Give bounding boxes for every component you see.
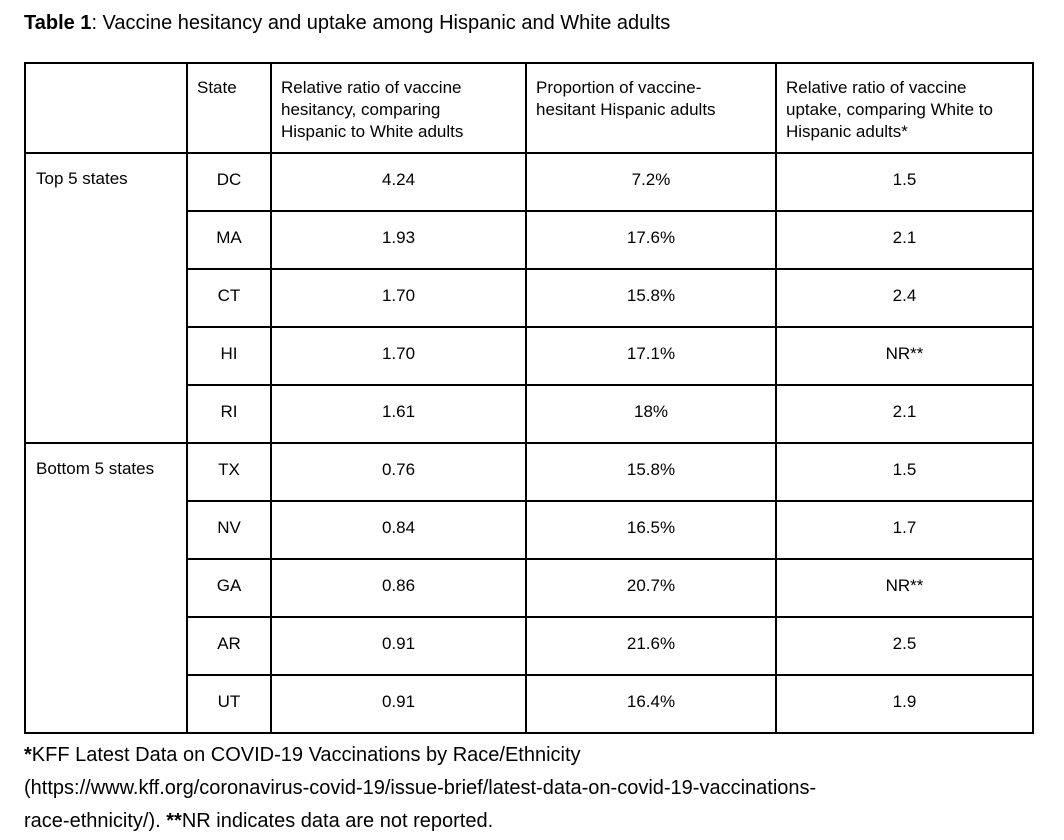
cell-state: HI [186,326,272,386]
cell-proportion: 16.5% [525,500,777,560]
table-row: Top 5 states DC 4.24 7.2% 1.5 [24,152,1034,444]
footnote-double-asterisk: ** [166,810,182,832]
header-hesitant-proportion: Proportion of vaccine-hesitant Hispanic … [525,62,777,154]
footnote-url-tail: race-ethnicity/). [24,810,167,832]
cell-uptake: 2.5 [775,616,1034,676]
cell-hesitancy: 0.84 [270,500,527,560]
cell-hesitancy: 4.24 [270,152,527,212]
cell-state: TX [186,442,272,502]
header-state: State [186,62,272,154]
cell-uptake: 1.7 [775,500,1034,560]
table-row: RI 1.61 18% 2.1 [25,384,1034,444]
footnote-nr-text: NR indicates data are not reported. [181,810,494,832]
footnote-asterisk: * [24,744,32,766]
footnote-line-nr: race-ethnicity/). **NR indicates data ar… [24,805,1032,838]
header-hesitancy-ratio: Relative ratio of vaccine hesitancy, com… [270,62,527,154]
cell-state: RI [186,384,272,444]
cell-hesitancy: 1.70 [270,326,527,386]
cell-uptake: 2.1 [775,384,1034,444]
cell-hesitancy: 1.93 [270,210,527,270]
cell-uptake: 2.1 [775,210,1034,270]
cell-hesitancy: 1.61 [270,384,527,444]
cell-uptake: 1.5 [775,442,1034,502]
cell-proportion: 17.1% [525,326,777,386]
cell-state: GA [186,558,272,618]
cell-uptake: NR** [775,326,1034,386]
cell-uptake: NR** [775,558,1034,618]
cell-state: MA [186,210,272,270]
cell-proportion: 16.4% [525,674,777,734]
header-uptake-ratio: Relative ratio of vaccine uptake, compar… [775,62,1034,154]
footnote-source-text: KFF Latest Data on COVID-19 Vaccinations… [31,744,581,766]
cell-state: NV [186,500,272,560]
group-label-bottom5: Bottom 5 states [24,442,188,734]
cell-hesitancy: 0.91 [270,616,527,676]
cell-hesitancy: 1.70 [270,268,527,328]
cell-proportion: 18% [525,384,777,444]
table-row: AR 0.91 21.6% 2.5 [25,616,1034,676]
table-caption: Table 1: Vaccine hesitancy and uptake am… [24,10,1032,36]
cell-state: UT [186,674,272,734]
table-row: MA 1.93 17.6% 2.1 [25,210,1034,270]
table-header-row: State Relative ratio of vaccine hesitanc… [24,62,1034,154]
footnote-line-source: *KFF Latest Data on COVID-19 Vaccination… [24,739,1032,772]
table-row: GA 0.86 20.7% NR** [25,558,1034,618]
cell-proportion: 20.7% [525,558,777,618]
cell-state: CT [186,268,272,328]
table-row: NV 0.84 16.5% 1.7 [25,500,1034,560]
table-row: UT 0.91 16.4% 1.9 [25,674,1034,734]
cell-state: AR [186,616,272,676]
cell-proportion: 15.8% [525,268,777,328]
cell-uptake: 2.4 [775,268,1034,328]
cell-uptake: 1.5 [775,152,1034,212]
header-group [24,62,188,154]
table-row: CT 1.70 15.8% 2.4 [25,268,1034,328]
vaccine-hesitancy-table: State Relative ratio of vaccine hesitanc… [24,62,1034,734]
group-label-top5: Top 5 states [24,152,188,444]
cell-hesitancy: 0.86 [270,558,527,618]
footnote-line-url: (https://www.kff.org/coronavirus-covid-1… [24,772,1032,805]
cell-proportion: 7.2% [525,152,777,212]
table-row: HI 1.70 17.1% NR** [25,326,1034,386]
cell-proportion: 21.6% [525,616,777,676]
table-caption-number: Table 1 [24,12,92,34]
cell-proportion: 15.8% [525,442,777,502]
cell-hesitancy: 0.76 [270,442,527,502]
cell-uptake: 1.9 [775,674,1034,734]
table-footnote: *KFF Latest Data on COVID-19 Vaccination… [24,739,1032,838]
footnote-url-text: (https://www.kff.org/coronavirus-covid-1… [24,777,817,799]
table-row: Bottom 5 states TX 0.76 15.8% 1.5 [24,442,1034,734]
cell-hesitancy: 0.91 [270,674,527,734]
cell-state: DC [186,152,272,212]
table-caption-text: : Vaccine hesitancy and uptake among His… [91,12,671,34]
cell-proportion: 17.6% [525,210,777,270]
